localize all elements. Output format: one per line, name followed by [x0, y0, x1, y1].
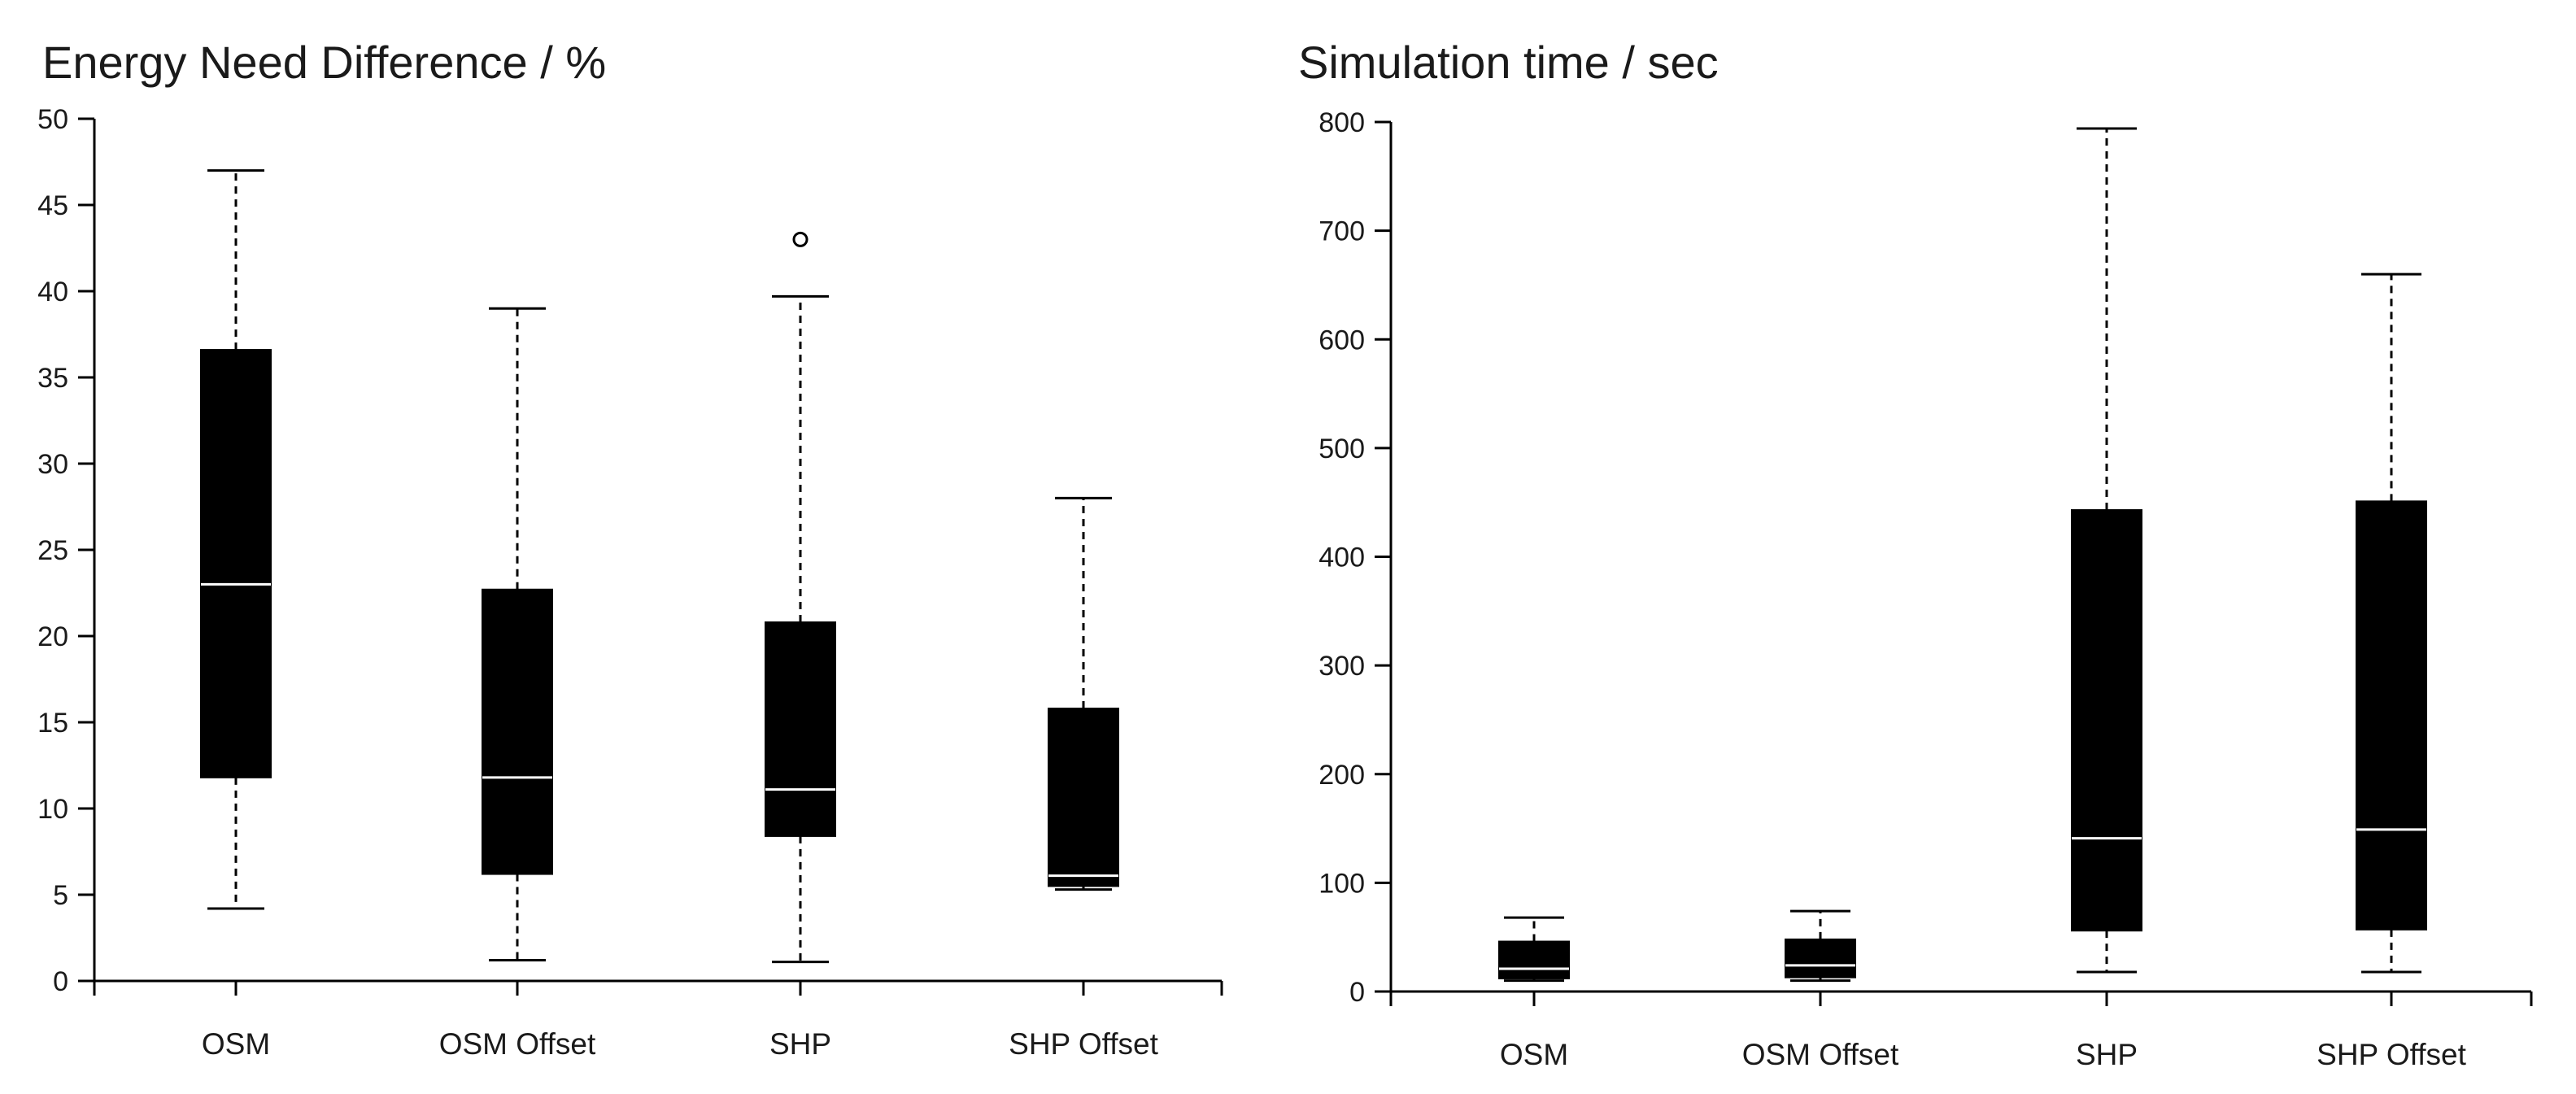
- y-tick-label: 0: [1349, 977, 1365, 1008]
- y-tick-label: 0: [53, 966, 68, 997]
- category-label: SHP: [2076, 1038, 2138, 1071]
- category-label: OSM Offset: [439, 1027, 596, 1061]
- y-tick-label: 45: [37, 190, 68, 221]
- box-iqr: [200, 349, 272, 778]
- y-tick-label: 20: [37, 621, 68, 652]
- box-iqr: [2356, 500, 2427, 931]
- y-tick-label: 25: [37, 535, 68, 566]
- box-iqr: [765, 621, 836, 837]
- category-label: SHP: [769, 1027, 831, 1061]
- y-tick-label: 40: [37, 277, 68, 307]
- y-tick-label: 5: [53, 880, 68, 911]
- category-label: OSM: [1500, 1038, 1568, 1071]
- y-tick-label: 50: [37, 104, 68, 135]
- category-label: SHP Offset: [1009, 1027, 1158, 1061]
- y-tick-label: 15: [37, 708, 68, 739]
- category-label: SHP Offset: [2317, 1038, 2466, 1071]
- y-tick-label: 30: [37, 449, 68, 480]
- category-label: OSM Offset: [1742, 1038, 1899, 1071]
- y-tick-label: 400: [1319, 543, 1365, 573]
- box-iqr: [1498, 940, 1570, 979]
- chart-title-energy-need: Energy Need Difference / %: [42, 37, 606, 88]
- energy-need-panel: Energy Need Difference / % 0 5 10 15 20 25 30 3…: [37, 37, 1223, 1061]
- y-tick-label: 100: [1319, 868, 1365, 899]
- category-label: OSM: [202, 1027, 270, 1061]
- chart-title-simulation-time: Simulation time / sec: [1298, 37, 1719, 88]
- y-tick-label: 700: [1319, 216, 1365, 247]
- y-tick-label: 300: [1319, 651, 1365, 682]
- y-tick-label: 200: [1319, 760, 1365, 791]
- box-iqr: [2071, 509, 2142, 932]
- simulation-time-panel: Simulation time / sec 0 100 200 300 400 500 60…: [1298, 37, 2533, 1071]
- box-iqr: [1785, 938, 1856, 978]
- outlier-point: [792, 231, 809, 247]
- y-tick-label: 500: [1319, 434, 1365, 464]
- box-iqr: [1048, 708, 1119, 887]
- y-tick-label: 10: [37, 794, 68, 825]
- y-tick-label: 800: [1319, 107, 1365, 138]
- y-tick-label: 600: [1319, 325, 1365, 355]
- y-tick-label: 35: [37, 363, 68, 394]
- box-iqr: [482, 588, 553, 875]
